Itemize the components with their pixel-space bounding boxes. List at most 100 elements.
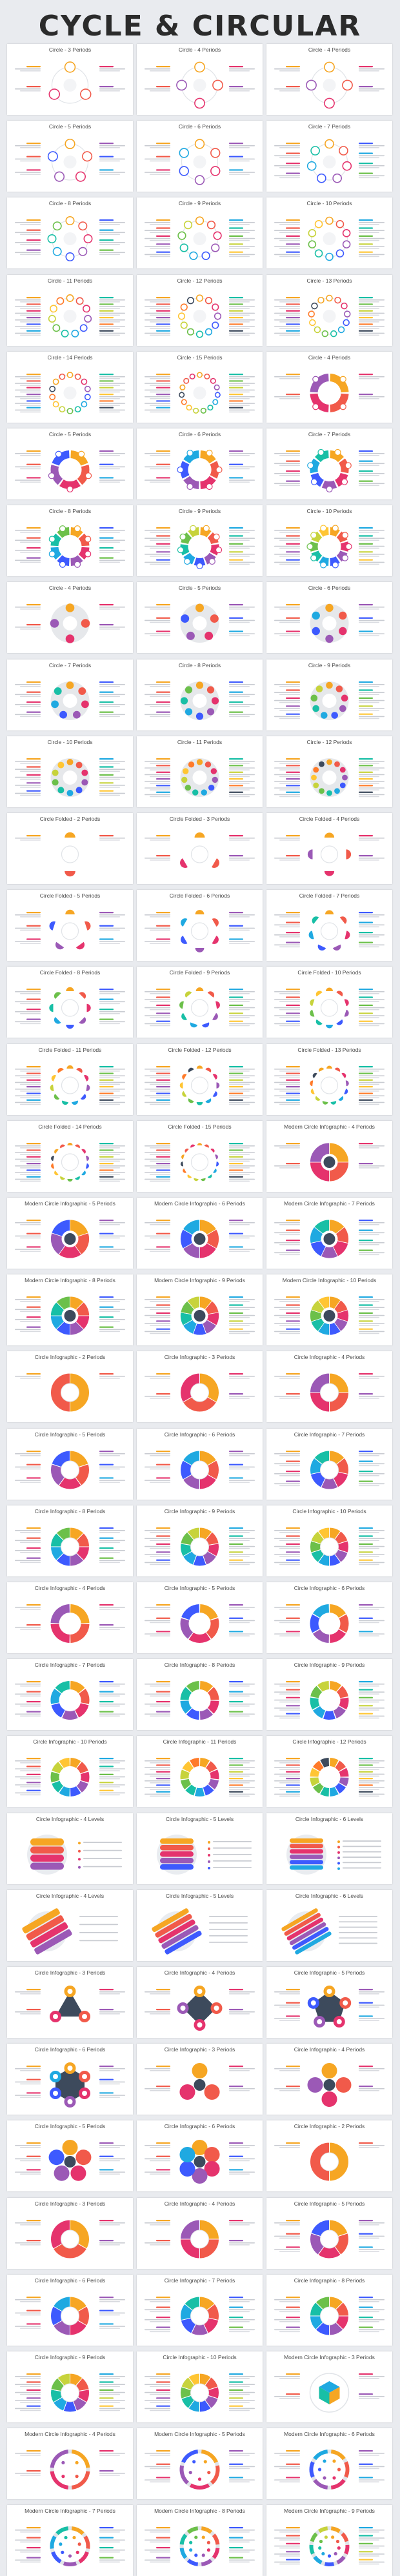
slide-thumbnail[interactable]: Circle - 4 Periods: [7, 582, 133, 654]
slide-thumbnail[interactable]: Circle - 4 Periods: [266, 44, 392, 115]
slide-thumbnail[interactable]: Modern Circle Infographic - 10 Periods: [266, 1274, 392, 1346]
slide-thumbnail[interactable]: Circle Infographic - 5 Periods: [137, 1582, 263, 1653]
slide-thumbnail[interactable]: Modern Circle Infographic - 7 Periods: [266, 1198, 392, 1269]
slide-thumbnail[interactable]: Circle - 6 Periods: [266, 582, 392, 654]
slide-thumbnail[interactable]: Circle Infographic - 10 Periods: [137, 2351, 263, 2422]
slide-title: Circle - 7 Periods: [308, 431, 351, 438]
slide-thumbnail[interactable]: Circle Infographic - 10 Periods: [266, 1505, 392, 1576]
slide-thumbnail[interactable]: Circle - 6 Periods: [137, 121, 263, 192]
slide-thumbnail[interactable]: Circle Folded - 13 Periods: [266, 1043, 392, 1115]
slide-thumbnail[interactable]: Circle Folded - 8 Periods: [7, 967, 133, 1038]
slide-thumbnail[interactable]: Circle Infographic - 7 Periods: [266, 1428, 392, 1500]
slide-thumbnail[interactable]: Circle Infographic - 2 Periods: [266, 2120, 392, 2192]
slide-thumbnail[interactable]: Modern Circle Infographic - 5 Periods: [7, 1198, 133, 1269]
slide-thumbnail[interactable]: Circle Folded - 15 Periods: [137, 1120, 263, 1192]
slide-thumbnail[interactable]: Modern Circle Infographic - 5 Periods: [137, 2428, 263, 2500]
slide-thumbnail[interactable]: Circle Infographic - 4 Periods: [266, 1351, 392, 1423]
slide-thumbnail[interactable]: Circle Infographic - 9 Periods: [7, 2351, 133, 2422]
slide-thumbnail[interactable]: Circle - 7 Periods: [266, 428, 392, 499]
slide-thumbnail[interactable]: Circle - 13 Periods: [266, 274, 392, 346]
slide-thumbnail[interactable]: Circle Infographic - 6 Periods: [7, 2274, 133, 2346]
slide-thumbnail[interactable]: Circle Infographic - 4 Periods: [7, 1582, 133, 1653]
slide-thumbnail[interactable]: Circle - 3 Periods: [7, 44, 133, 115]
slide-thumbnail[interactable]: Circle Folded - 2 Periods: [7, 813, 133, 884]
slide-thumbnail[interactable]: Circle Infographic - 3 Periods: [137, 1351, 263, 1423]
slide-thumbnail[interactable]: Circle - 10 Periods: [7, 736, 133, 807]
slide-thumbnail[interactable]: Circle - 14 Periods: [7, 351, 133, 423]
slide-thumbnail[interactable]: Circle - 4 Periods: [137, 44, 263, 115]
slide-thumbnail[interactable]: Circle Infographic - 12 Periods: [266, 1736, 392, 1807]
slide-thumbnail[interactable]: Circle - 6 Periods: [137, 428, 263, 499]
slide-thumbnail[interactable]: Circle - 15 Periods: [137, 351, 263, 423]
slide-thumbnail[interactable]: Modern Circle Infographic - 3 Periods: [266, 2351, 392, 2422]
slide-thumbnail[interactable]: Circle Folded - 6 Periods: [137, 890, 263, 961]
slide-thumbnail[interactable]: Circle Infographic - 6 Levels: [266, 1813, 392, 1884]
slide-thumbnail[interactable]: Circle - 7 Periods: [7, 659, 133, 730]
slide-thumbnail[interactable]: Modern Circle Infographic - 6 Periods: [137, 1198, 263, 1269]
slide-thumbnail[interactable]: Circle - 8 Periods: [137, 659, 263, 730]
slide-thumbnail[interactable]: Circle - 5 Periods: [7, 428, 133, 499]
slide-thumbnail[interactable]: Circle Infographic - 3 Periods: [7, 2197, 133, 2269]
slide-thumbnail[interactable]: Circle Infographic - 4 Periods: [137, 1967, 263, 2038]
slide-thumbnail[interactable]: Circle Infographic - 6 Periods: [137, 2120, 263, 2192]
slide-thumbnail[interactable]: Circle Infographic - 6 Periods: [7, 2044, 133, 2115]
slide-thumbnail[interactable]: Circle Infographic - 11 Periods: [137, 1736, 263, 1807]
slide-thumbnail[interactable]: Circle Folded - 12 Periods: [137, 1043, 263, 1115]
slide-thumbnail[interactable]: Circle Infographic - 5 Levels: [137, 1889, 263, 1961]
slide-thumbnail[interactable]: Circle - 12 Periods: [266, 736, 392, 807]
slide-thumbnail[interactable]: Circle Folded - 4 Periods: [266, 813, 392, 884]
slide-thumbnail[interactable]: Circle Folded - 5 Periods: [7, 890, 133, 961]
slide-thumbnail[interactable]: Circle Folded - 7 Periods: [266, 890, 392, 961]
slide-thumbnail[interactable]: Circle Infographic - 5 Periods: [7, 1428, 133, 1500]
slide-thumbnail[interactable]: Circle Infographic - 6 Levels: [266, 1889, 392, 1961]
slide-thumbnail[interactable]: Circle Folded - 10 Periods: [266, 967, 392, 1038]
slide-thumbnail[interactable]: Modern Circle Infographic - 4 Periods: [266, 1120, 392, 1192]
slide-thumbnail[interactable]: Circle - 4 Periods: [266, 351, 392, 423]
slide-thumbnail[interactable]: Circle - 11 Periods: [137, 736, 263, 807]
slide-thumbnail[interactable]: Circle Infographic - 5 Periods: [266, 2197, 392, 2269]
slide-thumbnail[interactable]: Circle - 11 Periods: [7, 274, 133, 346]
slide-thumbnail[interactable]: Circle Infographic - 8 Periods: [266, 2274, 392, 2346]
slide-thumbnail[interactable]: Circle Infographic - 8 Periods: [137, 1659, 263, 1731]
slide-thumbnail[interactable]: Modern Circle Infographic - 9 Periods: [266, 2505, 392, 2576]
slide-thumbnail[interactable]: Circle - 8 Periods: [7, 197, 133, 269]
slide-thumbnail[interactable]: Circle Infographic - 10 Periods: [7, 1736, 133, 1807]
slide-thumbnail[interactable]: Circle Folded - 3 Periods: [137, 813, 263, 884]
slide-thumbnail[interactable]: Circle - 9 Periods: [137, 197, 263, 269]
slide-thumbnail[interactable]: Modern Circle Infographic - 9 Periods: [137, 1274, 263, 1346]
slide-thumbnail[interactable]: Circle Infographic - 5 Levels: [137, 1813, 263, 1884]
slide-thumbnail[interactable]: Circle Infographic - 4 Periods: [266, 2044, 392, 2115]
slide-thumbnail[interactable]: Circle - 8 Periods: [7, 505, 133, 577]
slide-thumbnail[interactable]: Circle Infographic - 3 Periods: [7, 1967, 133, 2038]
slide-thumbnail[interactable]: Circle Folded - 9 Periods: [137, 967, 263, 1038]
slide-thumbnail[interactable]: Modern Circle Infographic - 7 Periods: [7, 2505, 133, 2576]
slide-thumbnail[interactable]: Circle Infographic - 2 Periods: [7, 1351, 133, 1423]
slide-thumbnail[interactable]: Modern Circle Infographic - 6 Periods: [266, 2428, 392, 2500]
slide-thumbnail[interactable]: Circle Infographic - 5 Periods: [266, 1967, 392, 2038]
slide-thumbnail[interactable]: Circle Infographic - 9 Periods: [266, 1659, 392, 1731]
slide-thumbnail[interactable]: Circle Infographic - 6 Periods: [137, 1428, 263, 1500]
slide-thumbnail[interactable]: Modern Circle Infographic - 4 Periods: [7, 2428, 133, 2500]
slide-thumbnail[interactable]: Circle - 10 Periods: [266, 197, 392, 269]
slide-thumbnail[interactable]: Circle Folded - 11 Periods: [7, 1043, 133, 1115]
slide-thumbnail[interactable]: Circle Infographic - 7 Periods: [7, 1659, 133, 1731]
slide-thumbnail[interactable]: Modern Circle Infographic - 8 Periods: [7, 1274, 133, 1346]
slide-thumbnail[interactable]: Circle Infographic - 6 Periods: [266, 1582, 392, 1653]
slide-thumbnail[interactable]: Circle Infographic - 4 Levels: [7, 1889, 133, 1961]
slide-thumbnail[interactable]: Circle - 9 Periods: [137, 505, 263, 577]
slide-thumbnail[interactable]: Circle Infographic - 5 Periods: [7, 2120, 133, 2192]
slide-thumbnail[interactable]: Modern Circle Infographic - 8 Periods: [137, 2505, 263, 2576]
slide-thumbnail[interactable]: Circle Infographic - 8 Periods: [7, 1505, 133, 1576]
slide-thumbnail[interactable]: Circle Infographic - 7 Periods: [137, 2274, 263, 2346]
slide-thumbnail[interactable]: Circle Infographic - 9 Periods: [137, 1505, 263, 1576]
slide-thumbnail[interactable]: Circle - 9 Periods: [266, 659, 392, 730]
slide-thumbnail[interactable]: Circle - 7 Periods: [266, 121, 392, 192]
slide-thumbnail[interactable]: Circle Infographic - 4 Levels: [7, 1813, 133, 1884]
slide-thumbnail[interactable]: Circle - 5 Periods: [7, 121, 133, 192]
slide-thumbnail[interactable]: Circle Folded - 14 Periods: [7, 1120, 133, 1192]
slide-thumbnail[interactable]: Circle Infographic - 4 Periods: [137, 2197, 263, 2269]
slide-thumbnail[interactable]: Circle - 12 Periods: [137, 274, 263, 346]
slide-thumbnail[interactable]: Circle - 5 Periods: [137, 582, 263, 654]
slide-thumbnail[interactable]: Circle - 10 Periods: [266, 505, 392, 577]
slide-thumbnail[interactable]: Circle Infographic - 3 Periods: [137, 2044, 263, 2115]
